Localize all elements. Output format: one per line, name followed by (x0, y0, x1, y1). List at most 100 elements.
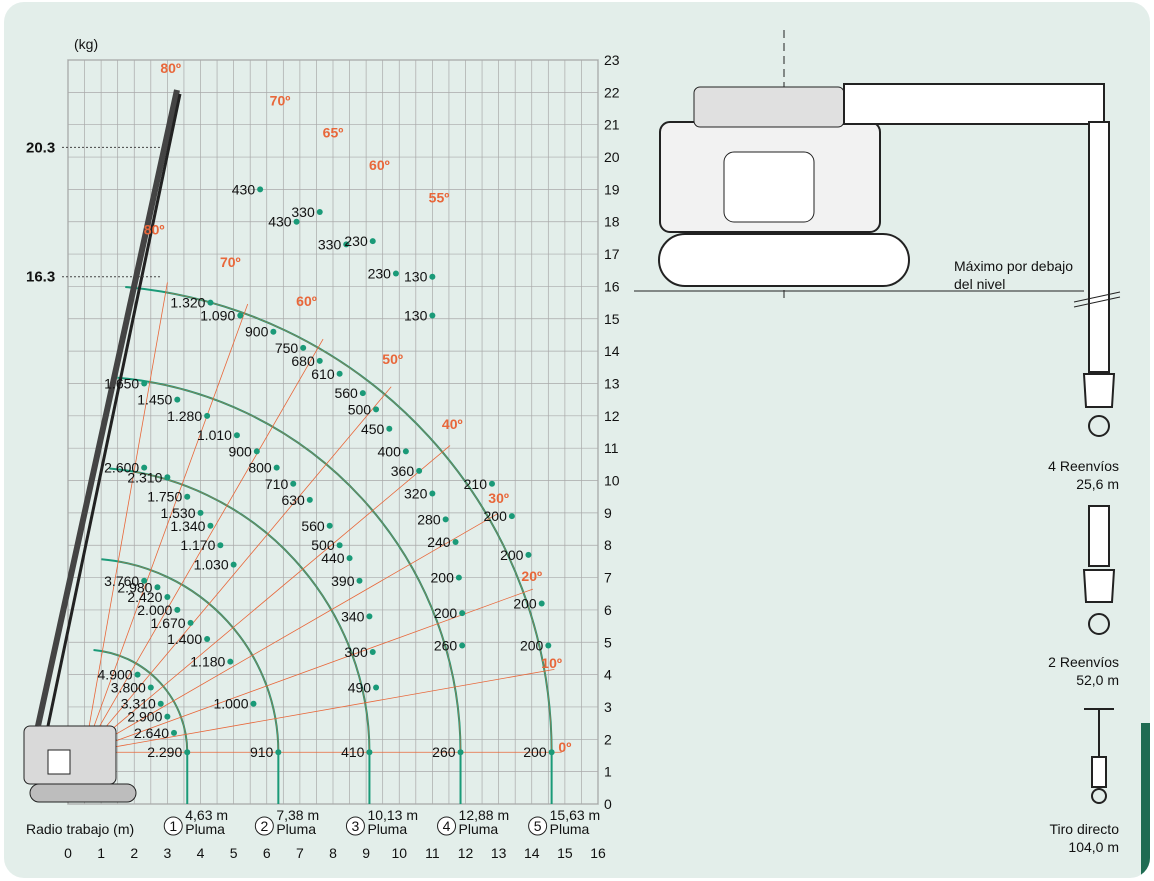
load-point (290, 480, 297, 487)
load-point (548, 749, 555, 756)
y-tick-label: 23 (604, 52, 620, 68)
load-point (230, 561, 237, 568)
y-tick-label: 15 (604, 311, 620, 327)
load-label: 2.900 (127, 709, 162, 725)
x-tick-label: 11 (425, 845, 440, 861)
boom-number-badge (437, 816, 457, 836)
load-label: 200 (434, 605, 458, 621)
load-point (300, 344, 307, 351)
load-point (336, 370, 343, 377)
side-tab (1141, 723, 1150, 878)
load-label: 4.900 (98, 667, 133, 683)
x-tick-label: 10 (391, 845, 407, 861)
config-4-value: 25,6 m (1076, 476, 1119, 492)
load-label: 430 (232, 181, 256, 197)
x-tick-label: 2 (130, 845, 138, 861)
load-label: 1.180 (190, 654, 225, 670)
boom-number: 2 (260, 818, 268, 834)
load-label: 1.000 (213, 696, 248, 712)
y-tick-label: 5 (604, 634, 612, 650)
y-tick-label: 22 (604, 84, 620, 100)
load-label: 200 (500, 547, 524, 563)
load-label: 260 (434, 637, 458, 653)
load-point (429, 312, 436, 319)
angle-ray (84, 588, 533, 753)
load-point (373, 406, 380, 413)
angle-ray (84, 303, 249, 753)
x-tick-label: 16 (590, 845, 606, 861)
load-label: 3.800 (111, 680, 146, 696)
load-point (207, 522, 214, 529)
crane-illustration (23, 89, 182, 803)
load-label: 2.640 (134, 725, 169, 741)
load-label: 910 (250, 744, 274, 760)
x-tick-label: 8 (329, 845, 337, 861)
load-point (538, 600, 545, 607)
load-point (237, 312, 244, 319)
x-tick-label: 12 (458, 845, 474, 861)
load-label: 1.750 (147, 489, 182, 505)
boom-number: 3 (352, 818, 360, 834)
load-label: 450 (361, 421, 385, 437)
angle-label: 0º (558, 739, 571, 755)
load-point (174, 606, 181, 613)
load-chart: 0 1 2 3 4 5 6 7 8 9 10 11 12 13 14 15 160123456789101112… (23, 30, 1121, 861)
load-label: 3.760 (104, 573, 139, 589)
load-point (171, 729, 177, 736)
angle-ray (84, 386, 392, 753)
y-tick-label: 1 (604, 764, 612, 780)
load-point (356, 577, 363, 584)
load-label: 1.340 (170, 518, 205, 534)
load-label: 200 (431, 570, 455, 586)
load-point (174, 396, 181, 403)
load-label: 230 (368, 265, 392, 281)
config-direct-name: Tiro directo (1049, 821, 1119, 837)
load-point (369, 238, 376, 245)
load-label: 680 (291, 353, 315, 369)
load-label: 2.420 (127, 589, 162, 605)
load-label: 200 (520, 637, 544, 653)
boom-length: 4,63 m (185, 807, 228, 823)
load-point (184, 749, 191, 756)
load-point (489, 480, 495, 487)
y-tick-label: 9 (604, 505, 612, 521)
load-point (257, 186, 264, 193)
load-point (197, 509, 204, 516)
load-label: 560 (301, 518, 325, 534)
boom-label: Pluma (276, 821, 316, 837)
load-point (141, 380, 148, 387)
y-tick-label: 6 (604, 602, 612, 618)
angle-label: 60º (369, 157, 390, 173)
load-point (416, 467, 423, 474)
x-tick-label: 9 (362, 845, 370, 861)
y-tick-label: 17 (604, 246, 620, 262)
grid (67, 59, 599, 805)
load-point (316, 209, 323, 216)
load-label: 130 (404, 269, 428, 285)
boom-label: Pluma (185, 821, 225, 837)
boom-number-badge (528, 816, 548, 836)
boom-number-badge (254, 816, 274, 836)
load-label: 280 (417, 511, 441, 527)
load-point (455, 574, 462, 581)
x-tick-label: 1 (97, 845, 105, 861)
load-label: 330 (291, 204, 315, 220)
angle-label: 70º (270, 92, 291, 108)
x-tick-label: 14 (524, 845, 540, 861)
load-point (204, 412, 211, 419)
load-label: 320 (404, 485, 428, 501)
x-tick-label: 5 (230, 845, 238, 861)
load-point (184, 493, 191, 500)
y-tick-label: 10 (604, 473, 620, 489)
load-point (392, 270, 399, 277)
load-point (250, 700, 257, 707)
y-tick-label: 19 (604, 181, 620, 197)
load-point (366, 613, 373, 620)
load-point (373, 684, 380, 691)
boom-length: 15,63 m (550, 807, 601, 823)
load-point (164, 713, 171, 720)
y-tick-label: 20 (604, 149, 620, 165)
x-tick-label: 4 (197, 845, 205, 861)
load-label: 340 (341, 608, 365, 624)
load-label: 490 (348, 680, 372, 696)
